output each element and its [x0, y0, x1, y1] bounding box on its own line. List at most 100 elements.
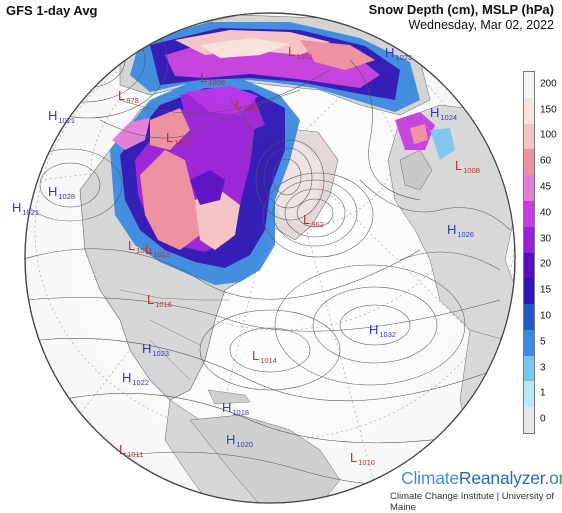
pressure-type: L [119, 442, 127, 457]
high-pressure-center: H1018 [222, 400, 249, 416]
high-pressure-center: H1024 [430, 105, 457, 121]
brand-logo: ClimateReanalyzer.org [401, 468, 562, 489]
pressure-type: L [455, 158, 463, 173]
pressure-value: 962 [311, 220, 324, 229]
pressure-type: H [48, 184, 58, 199]
brand-climate: Climate [401, 468, 459, 488]
pressure-value: 1014 [260, 356, 277, 365]
legend-tick-label: 0 [540, 413, 546, 425]
pressure-value: 1026 [457, 230, 475, 239]
pressure-type: H [122, 370, 132, 385]
low-pressure-center: L978 [118, 88, 139, 104]
low-pressure-center: L1010 [235, 97, 260, 113]
pressure-value: 1021 [58, 116, 76, 125]
legend-swatch [524, 407, 534, 434]
low-pressure-center: L1016 [147, 292, 172, 308]
high-pressure-center: H1032 [369, 322, 396, 338]
legend-tick-label: 1 [540, 387, 546, 399]
snow-depth-legend [523, 71, 535, 434]
legend-swatch [524, 226, 534, 253]
pressure-type: L [145, 242, 153, 257]
low-pressure-center: L1013 [145, 242, 170, 258]
legend-tick-label: 15 [540, 284, 552, 296]
pressure-type: H [430, 105, 440, 120]
pressure-type: H [226, 432, 236, 447]
legend-tick-label: 150 [540, 104, 557, 116]
pressure-value: 1018 [232, 408, 250, 417]
legend-swatch [524, 149, 534, 176]
legend-tick-label: 45 [540, 181, 552, 193]
pressure-type: L [118, 88, 126, 103]
snow-depth-layer [110, 22, 455, 285]
pressure-type: L [288, 44, 296, 59]
high-pressure-center: H1026 [447, 222, 474, 238]
high-pressure-center: H1021 [48, 108, 75, 124]
pressure-value: 1010 [358, 458, 375, 467]
legend-swatch [524, 278, 534, 305]
low-pressure-center: L962 [303, 212, 324, 228]
pressure-value: 1032 [379, 330, 397, 339]
legend-swatch [524, 175, 534, 202]
high-pressure-center: H1022 [122, 370, 149, 386]
pressure-type: L [350, 450, 358, 465]
pressure-value: 1001 [296, 52, 313, 61]
pressure-value: 1013 [153, 250, 170, 259]
pressure-type: H [385, 45, 395, 60]
pressure-type: L [200, 70, 208, 85]
pressure-type: H [447, 222, 457, 237]
pressure-type: H [48, 108, 58, 123]
date-label: Wednesday, Mar 02, 2022 [408, 18, 554, 32]
pressure-value: 1012 [174, 138, 191, 147]
legend-swatch [524, 200, 534, 228]
low-pressure-center: L1012 [166, 130, 191, 146]
legend-swatch [524, 355, 534, 382]
pressure-type: L [147, 292, 155, 307]
pressure-value: 1008 [463, 166, 480, 175]
legend-tick-label: 60 [540, 155, 552, 167]
high-pressure-center: H1021 [12, 200, 39, 216]
pressure-type: L [303, 212, 311, 227]
pressure-type: L [128, 238, 136, 253]
borders [119, 289, 230, 381]
legend-swatch [524, 123, 534, 150]
institute-label: Climate Change Institute | University of… [390, 491, 555, 513]
legend-tick-label: 200 [540, 78, 557, 90]
pressure-type: H [369, 322, 379, 337]
legend-tick-label: 5 [540, 336, 546, 348]
pressure-type: L [252, 348, 260, 363]
pressure-type: H [222, 400, 232, 415]
legend-swatch [524, 304, 534, 331]
pressure-value: 1022 [132, 378, 150, 387]
low-pressure-center: L1010 [350, 450, 375, 466]
legend-swatch [524, 97, 534, 125]
legend-swatch [524, 72, 534, 99]
low-pressure-center: L1001 [288, 44, 313, 60]
legend-tick-label: 3 [540, 362, 546, 374]
high-pressure-center: H1023 [142, 341, 169, 357]
legend-tick-label: 20 [540, 258, 552, 270]
legend-swatch [524, 329, 534, 357]
pressure-value: 1028 [58, 192, 76, 201]
header-right: Snow Depth (cm), MSLP (hPa) Wednesday, M… [369, 2, 554, 32]
high-pressure-center: H1023 [385, 45, 412, 61]
low-pressure-center: L1008 [455, 158, 480, 174]
pressure-value: 1011 [127, 450, 144, 459]
low-pressure-center: L1011 [119, 442, 143, 458]
pressure-type: H [12, 200, 22, 215]
legend-tick-label: 100 [540, 129, 557, 141]
legend-tick-label: 40 [540, 207, 552, 219]
legend-tick-label: 30 [540, 233, 552, 245]
brand-org: .org [544, 468, 562, 488]
high-pressure-center: H1028 [48, 184, 75, 200]
pressure-value: 1016 [155, 300, 172, 309]
pressure-value: 1009 [208, 78, 225, 87]
low-pressure-center: L1009 [200, 70, 225, 86]
pressure-value: 1011 [136, 246, 153, 255]
variable-title: Snow Depth (cm), MSLP (hPa) [368, 2, 554, 17]
pressure-value: 1020 [236, 440, 254, 449]
legend-swatch [524, 381, 534, 408]
pressure-value: 1024 [440, 113, 458, 122]
pressure-type: H [142, 341, 152, 356]
pressure-type: L [166, 130, 174, 145]
